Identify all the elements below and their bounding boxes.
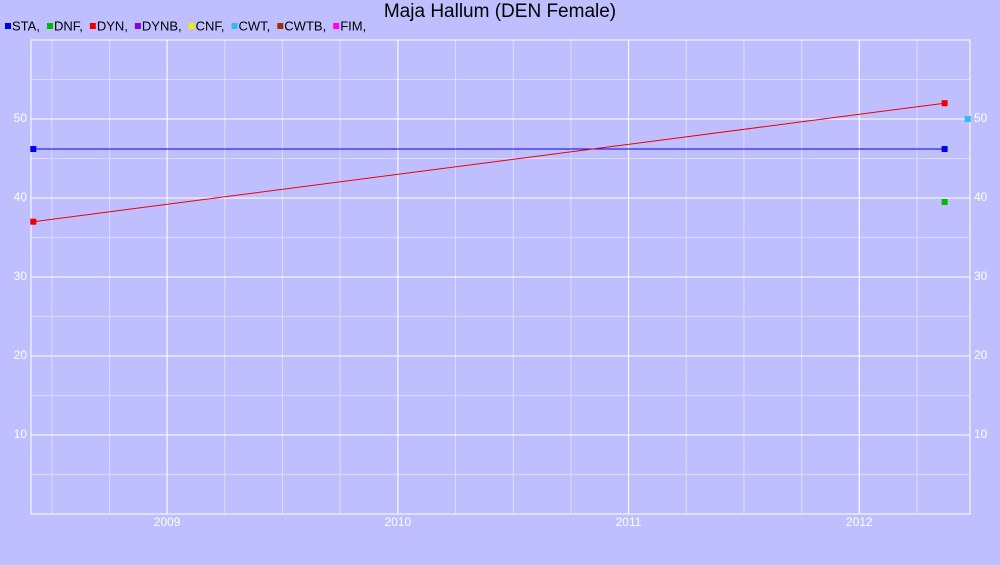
data-point [941, 146, 948, 153]
y-tick-label: 20 [14, 348, 28, 362]
data-point [941, 198, 948, 205]
data-point [941, 100, 948, 107]
series-line [33, 102, 945, 223]
data-point [30, 218, 37, 225]
legend-swatch [333, 23, 340, 29]
y-tick-label: 10 [14, 427, 28, 441]
legend-swatch [5, 23, 11, 29]
y-tick-label: 50 [14, 111, 28, 125]
y2-tick-label: 10 [974, 427, 988, 441]
y2-tick-label: 20 [974, 348, 988, 362]
legend-label: STA, [12, 18, 40, 33]
data-point [30, 146, 37, 153]
legend-label: DYNB, [142, 18, 182, 33]
y-tick-label: 40 [14, 190, 28, 204]
x-tick-label: 2012 [846, 515, 873, 529]
legend-label: DNF, [54, 18, 83, 33]
legend-label: CNF, [196, 18, 225, 33]
y2-tick-label: 50 [974, 111, 988, 125]
x-tick-label: 2009 [154, 515, 181, 529]
legend-swatch [134, 23, 141, 29]
legend-label: FIM, [340, 18, 366, 33]
legend-label: CWT, [239, 18, 271, 33]
chart-title: Maja Hallum (DEN Female) [384, 1, 616, 22]
y2-tick-label: 40 [974, 190, 988, 204]
legend-label: DYN, [97, 18, 128, 33]
x-tick-label: 2011 [616, 515, 642, 529]
legend-swatch [277, 23, 284, 29]
legend-swatch [89, 23, 96, 29]
legend-swatch [188, 23, 195, 29]
data-point [964, 116, 971, 122]
legend-label: CWTB, [284, 18, 326, 33]
y2-tick-label: 30 [974, 269, 988, 283]
y-tick-label: 30 [14, 269, 28, 283]
x-tick-label: 2010 [384, 515, 411, 529]
legend-swatch [231, 23, 238, 29]
legend-swatch [46, 23, 53, 29]
